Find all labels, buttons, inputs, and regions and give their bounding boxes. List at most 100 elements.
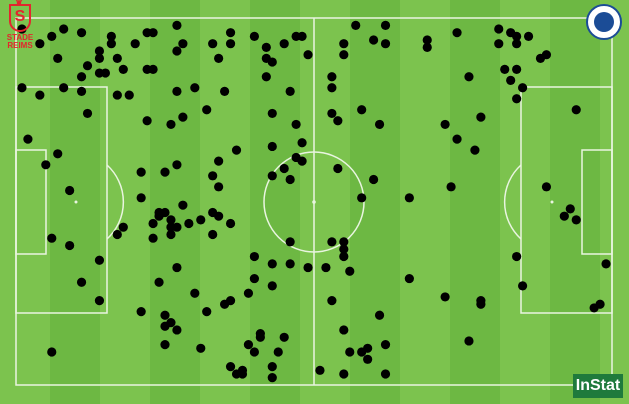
event-dot	[160, 340, 170, 350]
event-dot	[225, 218, 236, 229]
event-dot	[357, 105, 367, 115]
event-dot	[422, 42, 432, 52]
right-penalty-spot	[550, 200, 554, 204]
event-dot	[172, 222, 182, 232]
event-dot	[470, 145, 480, 155]
event-dot	[112, 90, 122, 100]
event-dot	[231, 145, 242, 155]
event-dot	[279, 332, 289, 342]
event-dot	[148, 218, 158, 229]
event-dot	[261, 72, 271, 82]
event-dot	[47, 347, 57, 357]
event-dot	[512, 31, 522, 41]
event-dot	[565, 204, 575, 214]
event-dot	[47, 233, 57, 243]
event-dot	[464, 336, 474, 346]
event-dot	[291, 119, 301, 130]
event-dot	[53, 53, 63, 63]
event-dot	[374, 310, 385, 320]
event-dot	[339, 39, 349, 49]
event-dot	[172, 262, 182, 273]
event-dot	[595, 299, 605, 309]
event-dot	[351, 20, 361, 30]
right-goal-area	[581, 149, 613, 255]
event-dot	[369, 174, 379, 185]
event-dot	[363, 343, 373, 353]
event-dot	[94, 295, 105, 306]
event-dots	[17, 20, 611, 383]
event-dot	[339, 251, 349, 262]
event-dot	[249, 251, 259, 262]
montpellier-logo	[586, 4, 622, 40]
event-dot	[130, 39, 140, 49]
event-dot	[208, 171, 218, 181]
event-dot	[76, 86, 87, 96]
event-dot	[303, 50, 313, 60]
event-dot	[512, 39, 522, 49]
left-penalty-spot	[74, 200, 78, 204]
event-dot	[94, 53, 105, 63]
event-dot	[172, 46, 182, 56]
event-dot	[225, 295, 236, 306]
event-dot	[541, 50, 552, 60]
event-dot	[184, 218, 194, 229]
event-dot	[76, 277, 87, 287]
event-dot	[267, 259, 277, 269]
event-dot	[172, 20, 182, 30]
event-dot	[339, 369, 349, 379]
event-dot	[369, 35, 379, 45]
event-dot	[279, 39, 289, 49]
event-dot	[82, 108, 93, 119]
event-dot	[297, 138, 307, 148]
event-dot	[380, 20, 391, 30]
event-dot	[178, 39, 188, 49]
event-dot	[315, 365, 325, 375]
event-dot	[267, 373, 277, 383]
event-dot	[112, 229, 122, 240]
event-dot	[166, 119, 176, 130]
event-dot	[172, 86, 182, 96]
event-dot	[94, 255, 105, 265]
event-dot	[303, 262, 313, 273]
event-dot	[321, 262, 331, 273]
pitch-stripe	[200, 0, 250, 404]
event-dot	[363, 354, 373, 364]
event-dot	[148, 233, 158, 243]
center-spot	[312, 200, 316, 204]
event-dot	[59, 24, 69, 34]
event-dot	[267, 141, 277, 152]
event-dot	[541, 182, 552, 192]
event-dot	[440, 292, 450, 302]
event-dot	[571, 105, 581, 115]
event-dot	[285, 174, 295, 185]
event-dot	[220, 86, 230, 96]
right-penalty-arc	[503, 164, 522, 240]
event-dot	[285, 237, 295, 247]
event-dot	[464, 72, 474, 82]
event-dot	[59, 83, 69, 93]
event-dot	[148, 28, 158, 38]
event-dot	[267, 362, 277, 372]
event-dot	[94, 46, 105, 56]
center-circle	[263, 151, 365, 253]
event-dot	[136, 307, 146, 317]
event-dot	[124, 90, 134, 100]
event-dot	[345, 266, 355, 276]
event-dot	[285, 259, 295, 269]
event-dot	[267, 57, 277, 67]
event-dot	[249, 31, 259, 41]
event-dot	[249, 273, 259, 284]
event-dot	[23, 134, 33, 144]
event-dot	[82, 61, 93, 71]
event-dot	[339, 325, 349, 335]
event-dot	[518, 83, 528, 93]
event-dot	[172, 325, 182, 335]
event-dot	[53, 149, 63, 159]
pitch-stripe	[0, 0, 50, 404]
event-dot	[571, 215, 581, 225]
event-dot	[279, 163, 289, 174]
event-dot	[446, 182, 456, 192]
event-dot	[476, 295, 486, 306]
